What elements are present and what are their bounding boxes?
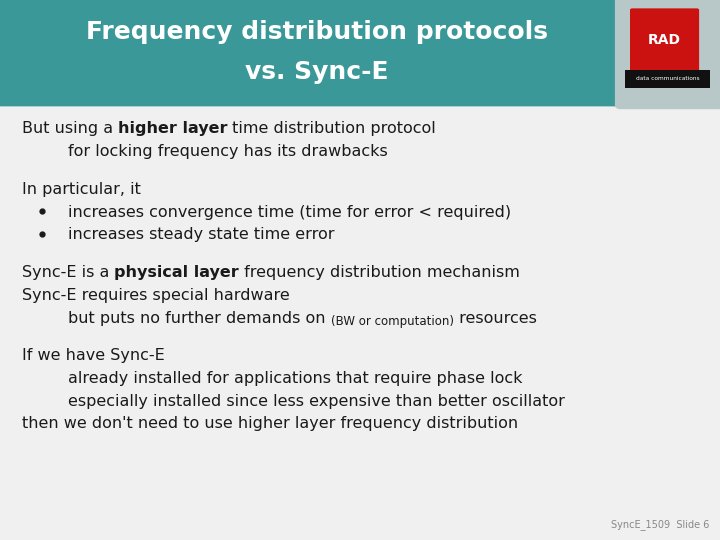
Text: (BW or computation): (BW or computation) (331, 315, 454, 328)
Text: but puts no further demands on: but puts no further demands on (68, 310, 331, 326)
FancyBboxPatch shape (630, 8, 699, 73)
Text: Sync-E is a: Sync-E is a (22, 265, 114, 280)
Text: If we have Sync-E: If we have Sync-E (22, 348, 164, 363)
Text: higher layer: higher layer (118, 122, 228, 137)
Text: especially installed since less expensive than better oscillator: especially installed since less expensiv… (68, 394, 565, 409)
Text: SyncE_1509  Slide 6: SyncE_1509 Slide 6 (611, 519, 709, 530)
Text: But using a: But using a (22, 122, 118, 137)
Text: already installed for applications that require phase lock: already installed for applications that … (68, 371, 523, 386)
Text: RAD: RAD (648, 33, 681, 47)
FancyBboxPatch shape (0, 0, 646, 106)
FancyBboxPatch shape (615, 0, 720, 109)
Text: In particular, it: In particular, it (22, 182, 140, 197)
Text: Frequency distribution protocols: Frequency distribution protocols (86, 20, 548, 44)
Text: frequency distribution mechanism: frequency distribution mechanism (239, 265, 520, 280)
Text: for locking frequency has its drawbacks: for locking frequency has its drawbacks (68, 144, 388, 159)
Text: increases steady state time error: increases steady state time error (68, 227, 335, 242)
Text: resources: resources (454, 310, 537, 326)
Text: then we don't need to use higher layer frequency distribution: then we don't need to use higher layer f… (22, 416, 518, 431)
Text: physical layer: physical layer (114, 265, 239, 280)
Text: time distribution protocol: time distribution protocol (228, 122, 436, 137)
Text: data communications: data communications (636, 77, 699, 82)
Text: vs. Sync-E: vs. Sync-E (245, 60, 389, 84)
Text: Sync-E requires special hardware: Sync-E requires special hardware (22, 288, 289, 303)
Text: increases convergence time (time for error < required): increases convergence time (time for err… (68, 205, 511, 220)
Bar (625, 70, 710, 88)
